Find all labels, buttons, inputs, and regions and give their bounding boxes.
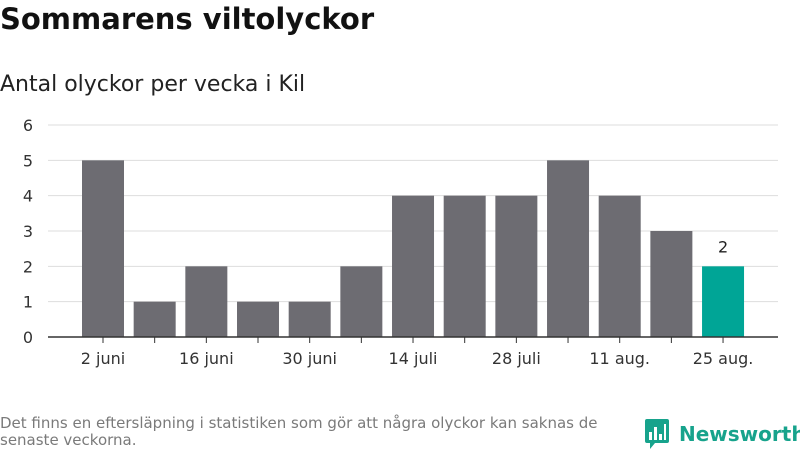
y-tick-label: 0: [23, 328, 33, 347]
x-tick-label: 30 juni: [282, 349, 337, 368]
brand-name: Newsworthy: [679, 422, 800, 446]
bar: [598, 195, 641, 337]
data-labels: 2: [718, 237, 728, 256]
bar: [702, 266, 745, 337]
x-tick-label: 16 juni: [179, 349, 234, 368]
brand-logo: Newsworthy: [645, 419, 800, 449]
y-tick-label: 3: [23, 222, 33, 241]
bars: [82, 160, 745, 337]
data-label: 2: [718, 237, 728, 256]
x-tick-label: 14 juli: [389, 349, 438, 368]
chart-title: Sommarens viltolyckor: [0, 2, 375, 36]
footnote: Det finns en eftersläpning i statistiken…: [0, 414, 598, 449]
x-tick-label: 28 juli: [492, 349, 541, 368]
y-axis-ticks: 0 1 2 3 4 5 6: [23, 116, 33, 347]
bar-chart: 0 1 2 3 4 5 6 2 2 juni 16 juni 30 juni 14 juli 28 …: [23, 116, 778, 368]
bar: [133, 301, 176, 337]
y-tick-label: 6: [23, 116, 33, 135]
bar: [82, 160, 124, 337]
x-tick-label: 25 aug.: [693, 349, 754, 368]
y-tick-label: 5: [23, 151, 33, 170]
y-tick-label: 4: [23, 187, 33, 206]
bar: [185, 266, 228, 337]
bar: [288, 301, 331, 337]
bar: [340, 266, 383, 337]
bar: [547, 160, 590, 337]
bar: [443, 195, 486, 337]
y-tick-label: 1: [23, 293, 33, 312]
bar: [495, 195, 538, 337]
bar-chart-logo-icon: [645, 419, 669, 449]
bar: [650, 231, 693, 337]
chart-subtitle: Antal olyckor per vecka i Kil: [0, 72, 306, 97]
x-tick-label: 11 aug.: [589, 349, 650, 368]
bar: [392, 195, 435, 337]
x-tick-label: 2 juni: [81, 349, 125, 368]
bar: [237, 301, 280, 337]
y-tick-label: 2: [23, 257, 33, 276]
x-axis-ticks: 2 juni 16 juni 30 juni 14 juli 28 juli 11 aug…: [81, 337, 754, 368]
